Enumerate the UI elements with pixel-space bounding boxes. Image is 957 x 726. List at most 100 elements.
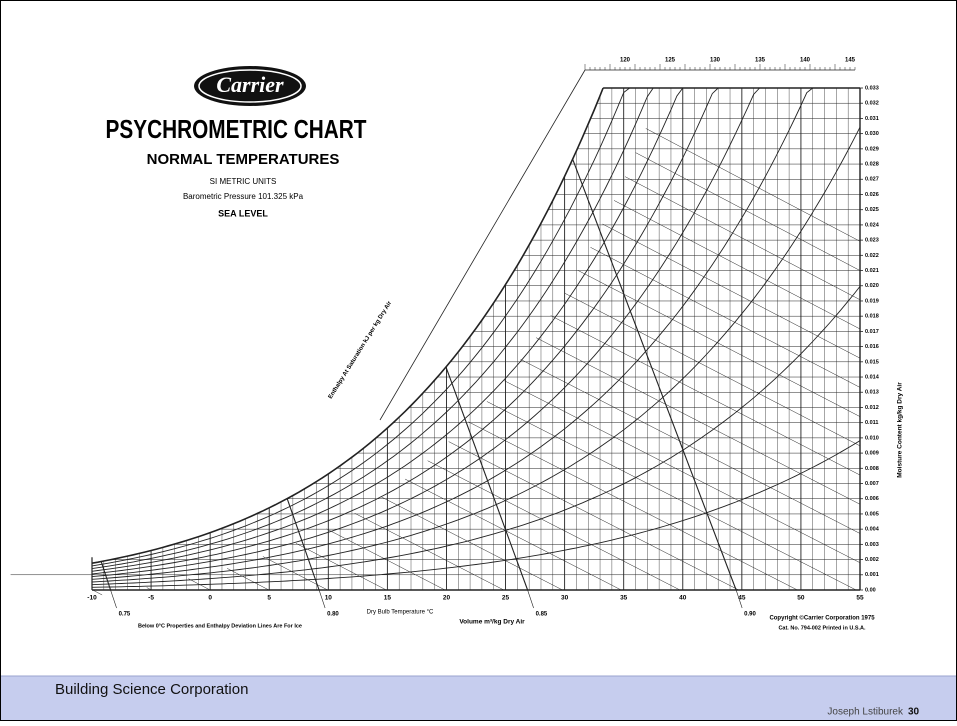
moisture-tick-label: 0.021 xyxy=(865,268,879,274)
moisture-tick-label: 0.001 xyxy=(865,572,879,578)
footer-band xyxy=(1,676,956,720)
chart-subtitle: NORMAL TEMPERATURES xyxy=(147,151,340,168)
moisture-tick-label: 0.030 xyxy=(865,131,879,137)
dry-bulb-tick-label: 40 xyxy=(679,595,687,602)
volume-tick-label: 0.90 xyxy=(744,612,756,618)
volume-leader xyxy=(527,589,534,609)
enthalpy-line xyxy=(635,152,861,271)
rh-curve xyxy=(91,87,654,570)
enthalpy-line xyxy=(602,223,861,359)
enthalpy-tick-label: 135 xyxy=(755,58,766,64)
moisture-tick-label: 0.025 xyxy=(865,207,879,213)
moisture-tick-label: 0.002 xyxy=(865,557,879,563)
catalog: Cat. No. 794-002 Printed in U.S.A. xyxy=(778,625,866,631)
moisture-label: Moisture Content kg/kg Dry Air xyxy=(897,382,904,478)
moisture-tick-label: 0.011 xyxy=(865,420,878,426)
rh-curve xyxy=(91,87,684,572)
enthalpy-tick-label: 145 xyxy=(845,58,856,64)
moisture-tick-label: 0.006 xyxy=(865,496,879,502)
enthalpy-line xyxy=(520,359,861,534)
logo: Carrier xyxy=(216,72,284,97)
footer-organization: Building Science Corporation xyxy=(55,681,248,698)
enthalpy-line xyxy=(645,128,861,242)
moisture-tick-label: 0.033 xyxy=(865,85,879,91)
volume-tick-label: 0.80 xyxy=(327,612,339,618)
moisture-tick-label: 0.003 xyxy=(865,542,879,548)
volume-tick-label: 0.85 xyxy=(536,612,548,618)
rh-curve xyxy=(91,87,630,567)
volume-line xyxy=(572,159,737,591)
enthalpy-line xyxy=(427,460,681,591)
dry-bulb-tick-label: 35 xyxy=(620,595,628,602)
dry-bulb-tick-label: 10 xyxy=(325,595,333,602)
enthalpy-line xyxy=(504,380,861,563)
volume-line xyxy=(445,366,529,591)
enthalpy-line xyxy=(380,496,563,591)
dry-bulb-tick-label: 50 xyxy=(797,595,805,602)
moisture-tick-label: 0.022 xyxy=(865,253,879,259)
moisture-tick-label: 0.032 xyxy=(865,101,879,107)
dry-bulb-tick-label: 55 xyxy=(856,595,864,602)
enthalpy-tick-label: 130 xyxy=(710,58,721,64)
dry-bulb-tick-label: 20 xyxy=(443,595,451,602)
dry-bulb-tick-label: 15 xyxy=(384,595,392,602)
logo-oval xyxy=(194,66,306,106)
enthalpy-line xyxy=(188,578,211,591)
enthalpy-line xyxy=(624,176,861,300)
moisture-tick-label: 0.020 xyxy=(865,283,879,289)
enthalpy-line xyxy=(404,478,622,591)
ice-note: Below 0°C Properties and Enthalpy Deviat… xyxy=(138,623,302,629)
moisture-tick-label: 0.009 xyxy=(865,451,879,457)
copyright: Copyright ©Carrier Corporation 1975 xyxy=(769,615,875,622)
moisture-tick-label: 0.005 xyxy=(865,511,879,517)
dry-bulb-tick-label: -10 xyxy=(87,595,97,602)
moisture-tick-label: 0.026 xyxy=(865,192,879,198)
moisture-tick-label: 0.008 xyxy=(865,466,879,472)
logo-ring xyxy=(198,69,302,103)
enthalpy-line xyxy=(590,247,861,388)
enthalpy-line xyxy=(92,589,103,596)
moisture-tick-label: 0.017 xyxy=(865,329,879,335)
enthalpy-line xyxy=(448,441,739,591)
dry-bulb-tick-label: -5 xyxy=(148,595,154,602)
rh-curve xyxy=(91,87,813,580)
pressure: Barometric Pressure 101.325 kPa xyxy=(183,192,304,201)
dry-bulb-label: Dry Bulb Temperature °C xyxy=(367,610,434,616)
moisture-tick-label: 0.015 xyxy=(865,359,879,365)
enthalpy-line xyxy=(226,568,269,591)
footer-author: Joseph Lstiburek xyxy=(827,707,904,718)
enthalpy-line xyxy=(486,401,857,591)
moisture-tick-label: 0.027 xyxy=(865,177,879,183)
dry-bulb-tick-label: 0 xyxy=(208,595,212,602)
enthalpy-tick-label: 120 xyxy=(620,58,631,64)
volume-leader xyxy=(735,589,743,609)
moisture-tick-label: 0.031 xyxy=(865,116,879,122)
enthalpy-line xyxy=(535,337,861,505)
volume-label: Volume m³/kg Dry Air xyxy=(459,619,525,626)
moisture-tick-label: 0.019 xyxy=(865,298,879,304)
moisture-tick-label: 0.029 xyxy=(865,146,879,152)
moisture-tick-label: 0.028 xyxy=(865,162,879,168)
rh-curve xyxy=(91,87,719,575)
volume-tick-label: 0.75 xyxy=(119,612,131,618)
enthalpy-line xyxy=(326,528,446,591)
chart-title: PSYCHROMETRIC CHART xyxy=(105,115,367,144)
rh-curve xyxy=(91,126,861,583)
rh-curve xyxy=(91,440,861,588)
volume-line xyxy=(100,561,112,591)
enthalpy-line xyxy=(468,421,798,591)
saturation-curve xyxy=(91,87,604,564)
moisture-tick-label: 0.023 xyxy=(865,238,879,244)
enthalpy-line xyxy=(613,200,861,330)
moisture-tick-label: 0.024 xyxy=(865,222,880,228)
volume-leader xyxy=(318,589,326,609)
dry-bulb-tick-label: 5 xyxy=(267,595,271,602)
enthalpy-diagonal-scale xyxy=(379,69,586,421)
moisture-tick-label: 0.014 xyxy=(865,374,880,380)
moisture-tick-label: 0.012 xyxy=(865,405,879,411)
moisture-tick-label: 0.00 xyxy=(865,587,876,593)
moisture-tick-label: 0.018 xyxy=(865,314,879,320)
rh-curve xyxy=(91,286,861,586)
enthalpy-line xyxy=(550,315,861,476)
